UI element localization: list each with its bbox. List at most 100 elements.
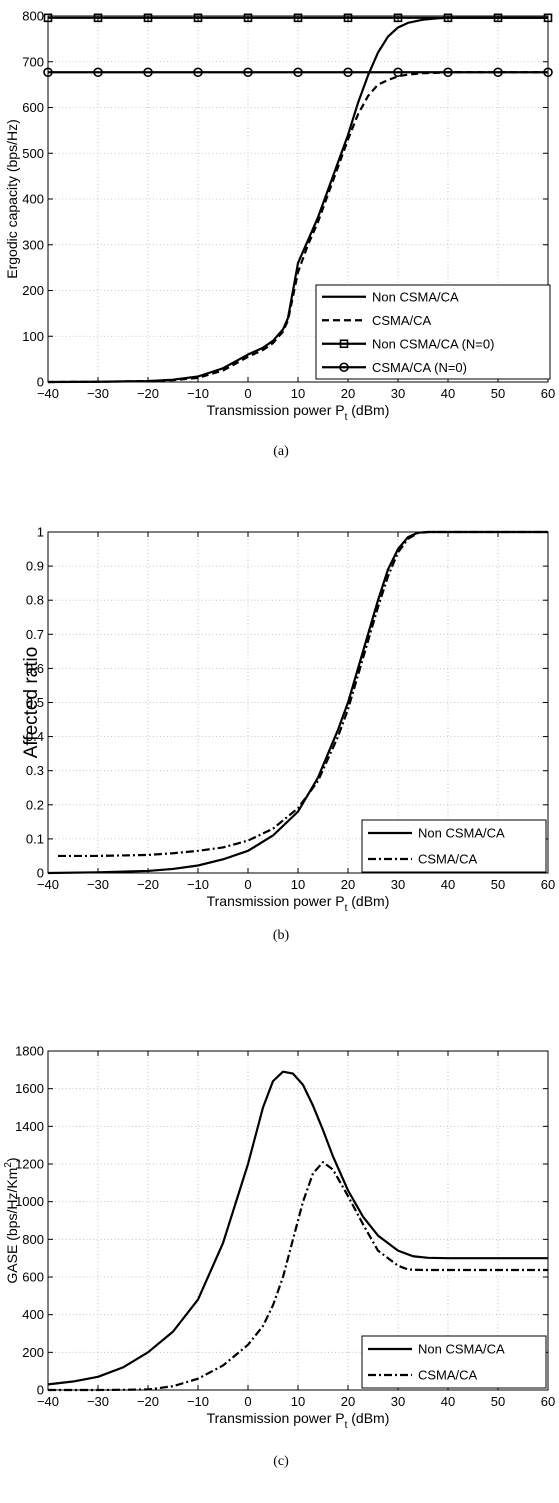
x-axis-label-main: Transmission power P xyxy=(207,402,345,418)
x-tick-label: 40 xyxy=(441,386,455,401)
series-marker-3 xyxy=(43,67,53,78)
x-axis-label-subscript: t xyxy=(345,1420,348,1431)
y-tick-label: 1800 xyxy=(15,1044,44,1059)
y-tick-label: 500 xyxy=(22,146,44,161)
y-tick-label: 200 xyxy=(22,1345,44,1360)
x-tick-label: −20 xyxy=(137,1394,159,1409)
legend-label-1: CSMA/CA xyxy=(418,1368,478,1383)
y-tick-label: 0.7 xyxy=(26,627,44,642)
x-tick-label: −30 xyxy=(87,877,109,892)
x-tick-label: 60 xyxy=(541,877,555,892)
y-tick-label: 0 xyxy=(37,866,44,881)
y-tick-label: 400 xyxy=(22,192,44,207)
y-tick-label: 1000 xyxy=(15,1194,44,1209)
x-axis-label-unit: (dBm) xyxy=(347,402,389,418)
legend-label-1: CSMA/CA xyxy=(418,852,478,867)
y-tick-label: 0.4 xyxy=(26,729,44,744)
x-tick-label: −10 xyxy=(187,1394,209,1409)
series-line-1 xyxy=(58,530,548,858)
x-tick-label: 0 xyxy=(244,386,251,401)
y-tick-label: 0 xyxy=(37,1383,44,1398)
legend-box xyxy=(315,284,551,380)
series-marker-3 xyxy=(443,67,453,78)
series-marker-2 xyxy=(343,13,353,23)
series-marker-3 xyxy=(493,67,503,78)
y-tick-label: 800 xyxy=(22,9,44,24)
y-tick-label: 700 xyxy=(22,54,44,69)
legend-label-1: CSMA/CA xyxy=(372,313,432,328)
y-tick-label: 1400 xyxy=(15,1119,44,1134)
series-marker-3 xyxy=(143,67,153,78)
series-marker-2 xyxy=(443,13,453,23)
x-tick-label: 50 xyxy=(491,386,505,401)
legend-label-2: Non CSMA/CA (N=0) xyxy=(372,336,494,351)
series-marker-2 xyxy=(243,13,253,23)
x-tick-label: 50 xyxy=(491,877,505,892)
x-tick-label: 10 xyxy=(291,386,305,401)
legend-marker-3 xyxy=(339,362,349,373)
y-tick-label: 0.6 xyxy=(26,661,44,676)
legend-marker-2 xyxy=(339,339,349,349)
x-tick-label: 0 xyxy=(244,1394,251,1409)
y-tick-label: 400 xyxy=(22,1307,44,1322)
y-axis-label: Ergodic capacity (bps/Hz) xyxy=(4,119,20,279)
series-marker-2 xyxy=(543,13,553,23)
y-tick-label: 0.8 xyxy=(26,593,44,608)
series-group xyxy=(47,530,548,875)
x-tick-label: −10 xyxy=(187,386,209,401)
x-tick-label: −30 xyxy=(87,386,109,401)
x-tick-label: 40 xyxy=(441,1394,455,1409)
series-marker-2 xyxy=(393,13,403,23)
y-tick-label: 0.9 xyxy=(26,559,44,574)
x-axis-label-main: Transmission power P xyxy=(207,1410,345,1426)
legend: Non CSMA/CA CSMA/CA Non CSMA/CA (N=0) CSMA/… xyxy=(315,284,551,380)
x-tick-label: 60 xyxy=(541,386,555,401)
series-marker-3 xyxy=(193,67,203,78)
legend: Non CSMA/CA CSMA/CA xyxy=(361,819,547,873)
legend-label-3: CSMA/CA (N=0) xyxy=(372,360,467,375)
series-line-0 xyxy=(47,16,548,384)
x-axis-label: Transmission power Pt (dBm) xyxy=(207,893,390,914)
legend-label-0: Non CSMA/CA xyxy=(418,1342,505,1357)
series-marker-3 xyxy=(293,67,303,78)
x-tick-label: −40 xyxy=(37,877,59,892)
x-tick-label: 30 xyxy=(391,1394,405,1409)
x-axis-label-subscript: t xyxy=(345,903,348,914)
y-tick-label: 0.5 xyxy=(26,695,44,710)
legend-label-0: Non CSMA/CA xyxy=(372,289,459,304)
y-axis-label: GASE (bps/Hz/Km2) xyxy=(3,1157,20,1283)
y-tick-label: 200 xyxy=(22,283,44,298)
x-tick-label: 0 xyxy=(244,877,251,892)
series-marker-3 xyxy=(93,67,103,78)
y-tick-label: 0 xyxy=(37,375,44,390)
x-axis-label-unit: (dBm) xyxy=(347,893,389,909)
x-tick-label: −20 xyxy=(137,877,159,892)
panel-caption: (b) xyxy=(273,928,290,943)
series-group xyxy=(43,13,553,384)
x-tick-label: −40 xyxy=(37,1394,59,1409)
y-tick-label: 800 xyxy=(22,1232,44,1247)
x-axis-label-subscript: t xyxy=(345,412,348,423)
x-tick-label: 10 xyxy=(291,1394,305,1409)
series-marker-2 xyxy=(193,13,203,23)
series-line-0 xyxy=(47,530,548,875)
legend-box xyxy=(361,1335,547,1389)
x-tick-label: 40 xyxy=(441,877,455,892)
series-marker-2 xyxy=(93,13,103,23)
y-axis-label-main: GASE (bps/Hz/Km xyxy=(4,1168,20,1284)
chart-panel-a: −40 −30 −20 −10 0 10 20 30 40 50 60010020030040050… xyxy=(4,9,555,460)
x-axis-label: Transmission power Pt (dBm) xyxy=(207,1410,390,1431)
y-tick-label: 600 xyxy=(22,100,44,115)
series-marker-2 xyxy=(143,13,153,23)
series-marker-3 xyxy=(393,67,403,78)
x-axis-label-unit: (dBm) xyxy=(347,1410,389,1426)
series-group xyxy=(47,1070,548,1392)
x-tick-label: 20 xyxy=(341,386,355,401)
series-marker-3 xyxy=(343,67,353,78)
grid xyxy=(48,1051,548,1390)
y-tick-label: 1600 xyxy=(15,1081,44,1096)
x-tick-label: 60 xyxy=(541,1394,555,1409)
y-tick-label: 300 xyxy=(22,237,44,252)
x-tick-label: −10 xyxy=(187,877,209,892)
